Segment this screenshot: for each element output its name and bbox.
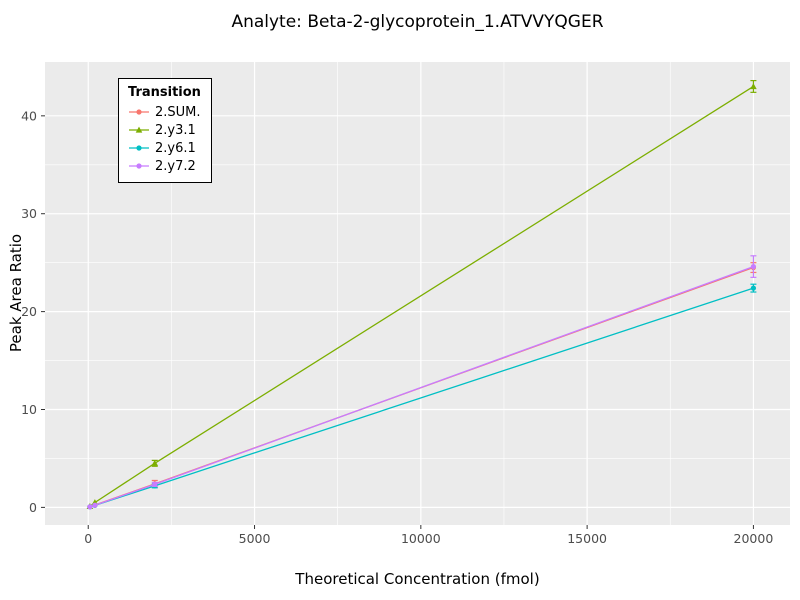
legend-item: 2.y7.2 — [128, 157, 201, 175]
series-point-2.y7.2 — [87, 504, 93, 510]
x-axis-title: Theoretical Concentration (fmol) — [295, 570, 540, 588]
x-tick-label: 0 — [84, 531, 92, 546]
series-point-2.y6.1 — [750, 285, 757, 291]
legend-key-marker — [136, 109, 142, 115]
series-line-2.y7.2 — [89, 265, 754, 508]
series-point-2.y3.1 — [151, 459, 159, 466]
chart-title: Analyte: Beta-2-glycoprotein_1.ATVVYQGER — [231, 12, 604, 32]
series-point-2.y7.2 — [92, 502, 98, 508]
legend-items: 2.SUM. 2.y3.1 2.y6.1 2.y7.2 — [128, 103, 201, 175]
legend-key-icon — [129, 163, 149, 169]
y-tick-label: 10 — [21, 402, 37, 417]
legend-label: 2.y6.1 — [155, 140, 196, 156]
legend-key-icon — [129, 109, 149, 115]
y-tick-label: 40 — [21, 108, 37, 123]
legend-key-icon — [129, 145, 149, 151]
legend-title: Transition — [128, 85, 201, 100]
legend-item: 2.y6.1 — [128, 139, 201, 157]
legend: Transition 2.SUM. 2.y3.1 2.y6.1 2.y7.2 — [118, 78, 212, 183]
legend-key-marker — [136, 163, 142, 169]
legend-key-icon — [129, 126, 149, 133]
series-point-2.y7.2 — [750, 263, 757, 270]
x-tick-label: 20000 — [734, 531, 774, 546]
series-point-2.y3.1 — [750, 83, 757, 90]
y-tick-label: 30 — [21, 206, 37, 221]
series-point-2.y7.2 — [152, 481, 158, 487]
x-tick-label: 15000 — [567, 531, 607, 546]
legend-item: 2.y3.1 — [128, 121, 201, 139]
y-axis-title: Peak Area Ratio — [7, 233, 25, 353]
y-tick-label: 0 — [29, 500, 37, 515]
legend-label: 2.y7.2 — [155, 158, 196, 174]
legend-item: 2.SUM. — [128, 103, 201, 121]
legend-key-marker — [136, 145, 142, 151]
legend-label: 2.y3.1 — [155, 122, 196, 138]
legend-key-marker — [135, 126, 143, 133]
legend-label: 2.SUM. — [155, 104, 201, 120]
x-tick-label: 10000 — [401, 531, 441, 546]
x-tick-label: 5000 — [239, 531, 271, 546]
y-tick-label: 20 — [21, 304, 37, 319]
